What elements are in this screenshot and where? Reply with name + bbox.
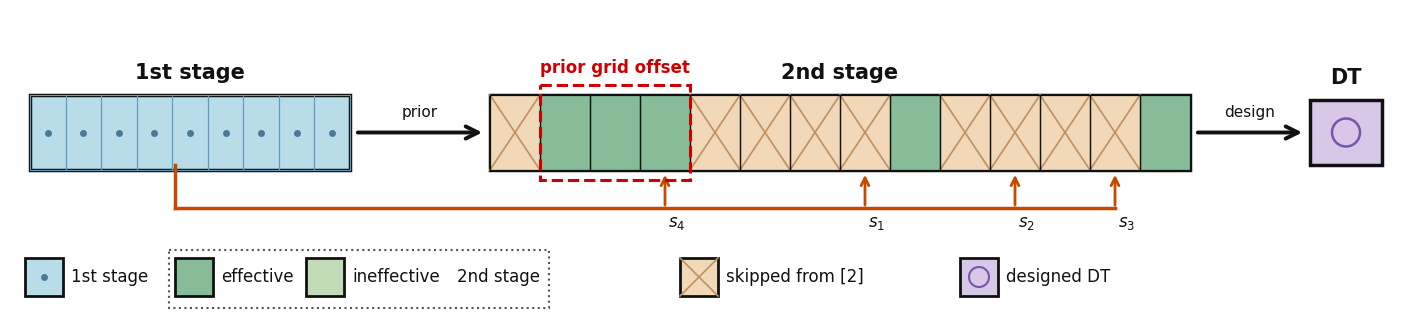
Bar — [1090, 95, 1141, 170]
Bar — [25, 258, 63, 296]
Bar — [314, 95, 350, 170]
Bar — [1041, 95, 1090, 170]
Bar — [102, 95, 137, 170]
Bar — [740, 95, 790, 170]
Bar — [65, 95, 102, 170]
Bar — [175, 258, 213, 296]
Bar — [960, 258, 998, 296]
Bar — [680, 258, 718, 296]
Bar — [890, 95, 940, 170]
Text: prior grid offset: prior grid offset — [540, 59, 689, 77]
Bar — [990, 95, 1041, 170]
Text: 1st stage: 1st stage — [135, 63, 245, 83]
Bar — [306, 258, 344, 296]
Bar — [491, 95, 1190, 170]
Bar — [491, 95, 540, 170]
Bar — [540, 95, 589, 170]
Text: effective: effective — [221, 268, 293, 286]
Text: design: design — [1224, 106, 1276, 120]
Bar — [640, 95, 689, 170]
Text: 2nd stage: 2nd stage — [457, 268, 540, 286]
Bar — [540, 95, 589, 170]
Bar — [589, 95, 640, 170]
Bar — [1310, 100, 1382, 165]
Bar — [244, 95, 279, 170]
Bar — [1141, 95, 1190, 170]
Text: $s_1$: $s_1$ — [869, 214, 885, 232]
Bar — [890, 95, 940, 170]
Bar — [540, 85, 689, 180]
Text: skipped from [2]: skipped from [2] — [726, 268, 864, 286]
Bar — [790, 95, 840, 170]
Text: $s_4$: $s_4$ — [668, 214, 685, 232]
Bar — [1041, 95, 1090, 170]
Bar — [940, 95, 990, 170]
Text: 1st stage: 1st stage — [70, 268, 148, 286]
Bar — [30, 95, 350, 170]
Bar — [589, 95, 640, 170]
Bar — [840, 95, 890, 170]
Bar — [689, 95, 740, 170]
Bar — [491, 95, 540, 170]
Text: ineffective: ineffective — [352, 268, 440, 286]
Bar — [279, 95, 314, 170]
Bar — [207, 95, 244, 170]
Bar — [172, 95, 207, 170]
Text: DT: DT — [1330, 68, 1362, 88]
Text: prior: prior — [402, 106, 439, 120]
Bar — [740, 95, 790, 170]
Bar — [790, 95, 840, 170]
Bar — [169, 250, 548, 308]
Bar — [990, 95, 1041, 170]
Bar — [640, 95, 689, 170]
Bar — [940, 95, 990, 170]
Text: $s_3$: $s_3$ — [1118, 214, 1135, 232]
Text: $s_2$: $s_2$ — [1018, 214, 1035, 232]
Bar — [840, 95, 890, 170]
Bar — [689, 95, 740, 170]
Bar — [1090, 95, 1141, 170]
Text: 2nd stage: 2nd stage — [781, 63, 898, 83]
Bar — [1141, 95, 1190, 170]
Bar — [137, 95, 172, 170]
Bar — [30, 95, 65, 170]
Text: designed DT: designed DT — [1005, 268, 1110, 286]
